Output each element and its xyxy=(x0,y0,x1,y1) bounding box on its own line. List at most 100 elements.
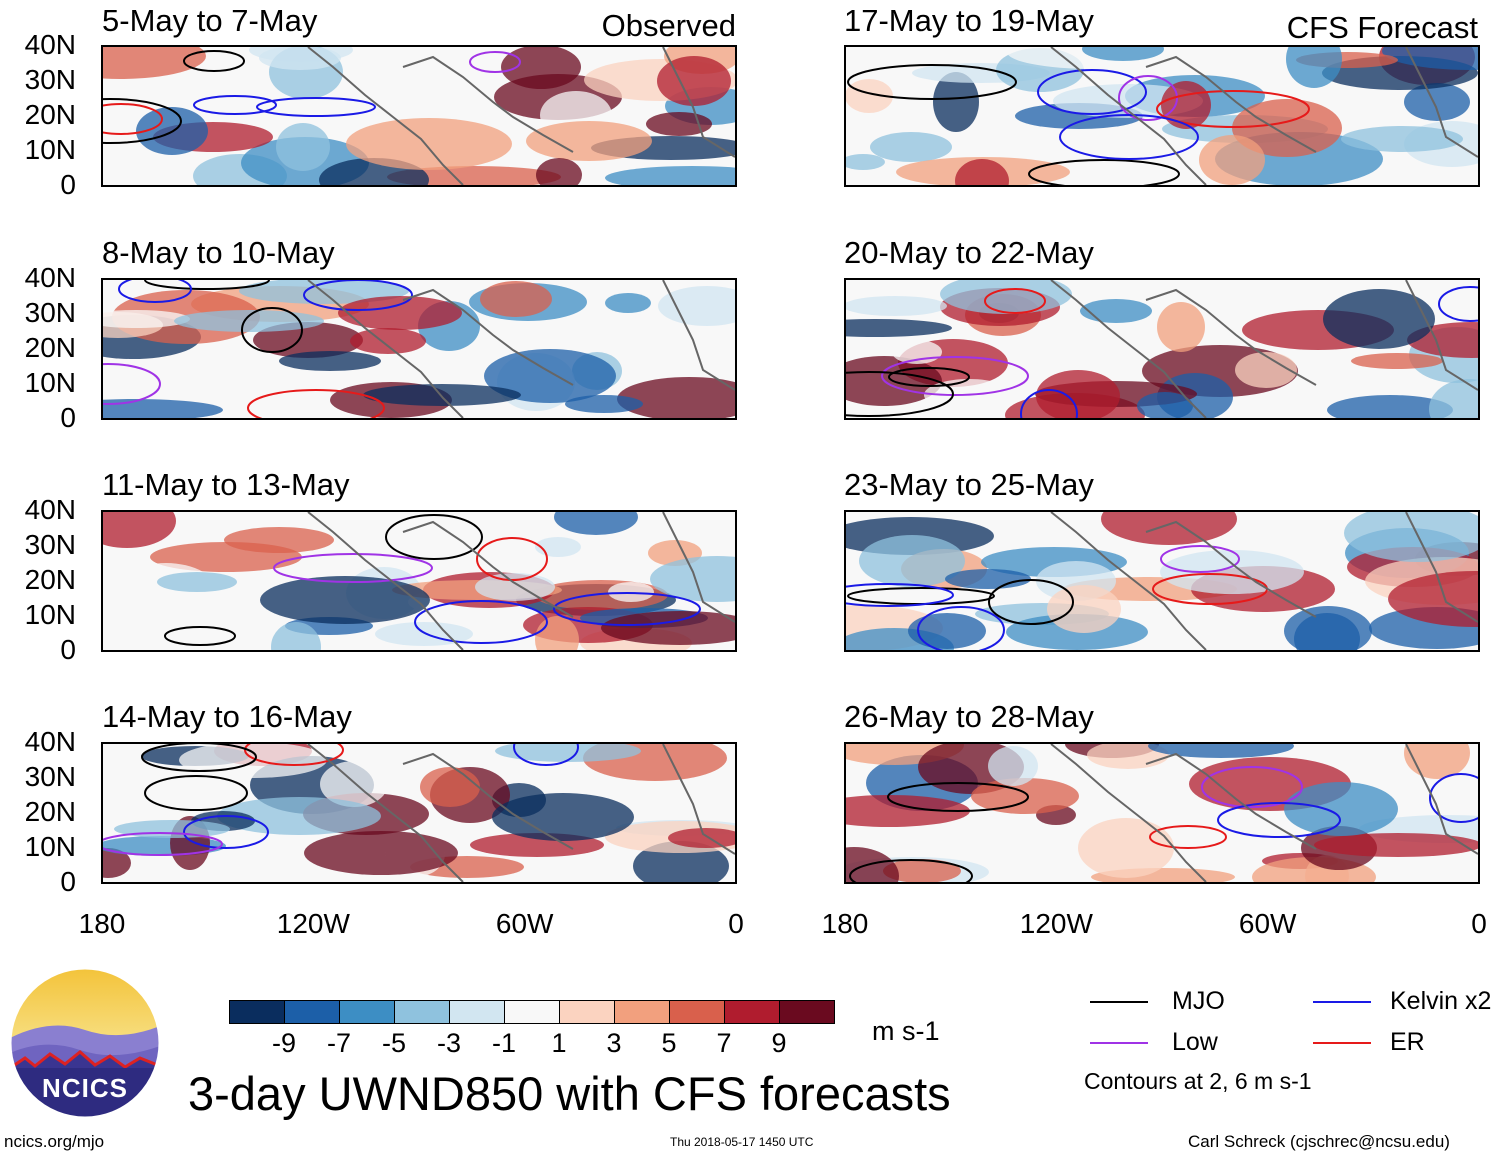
anomaly-blob xyxy=(1388,571,1478,627)
longitude-label: 180 xyxy=(821,908,869,939)
colorbar-swatch xyxy=(339,1000,395,1024)
panel-title: 26-May to 28-May xyxy=(844,699,1094,734)
anomaly-blob xyxy=(484,349,616,403)
anomaly-field xyxy=(103,47,735,185)
legend-label-low: Low xyxy=(1172,1028,1218,1056)
contour-line xyxy=(849,859,973,882)
footer-author: Carl Schreck (cjschrec@ncsu.edu) xyxy=(1188,1132,1450,1151)
contour-line xyxy=(1201,766,1303,808)
anomaly-blob xyxy=(1323,289,1435,349)
contour-line xyxy=(385,514,483,560)
contour-line xyxy=(1160,545,1240,573)
anomaly-blob xyxy=(103,512,176,548)
anomaly-field xyxy=(846,280,1478,418)
anomaly-blob xyxy=(103,47,206,79)
map-panel xyxy=(844,45,1480,187)
colorbar-tick-label: 7 xyxy=(716,1028,732,1058)
panel-title: 17-May to 19-May xyxy=(844,3,1094,38)
anomaly-blob xyxy=(1080,299,1152,323)
anomaly-blob xyxy=(495,744,641,762)
map-panel xyxy=(101,278,737,420)
anomaly-blob xyxy=(601,611,735,645)
anomaly-blob xyxy=(1294,613,1360,650)
coastline xyxy=(307,744,735,882)
latitude-label: 0 xyxy=(60,634,76,665)
anomaly-blob xyxy=(501,47,581,89)
anomaly-blob xyxy=(114,563,218,623)
colorbar-swatch xyxy=(559,1000,615,1024)
colorbar-tick-label: -9 xyxy=(271,1028,297,1058)
colorbar-tick-label: -1 xyxy=(491,1028,517,1058)
map-panel xyxy=(844,742,1480,884)
longitude-label: 0 xyxy=(1471,908,1487,939)
contour-line xyxy=(887,782,1029,812)
anomaly-blob xyxy=(375,76,493,94)
latitude-label: 40N xyxy=(24,262,76,293)
anomaly-blob xyxy=(346,118,512,170)
longitude-label: 180 xyxy=(78,908,126,939)
anomaly-blob xyxy=(260,576,430,624)
anomaly-field xyxy=(846,47,1478,185)
contour-line xyxy=(303,280,413,311)
anomaly-blob xyxy=(933,72,979,132)
contour-line xyxy=(1028,159,1180,185)
panel-title: 14-May to 16-May xyxy=(102,699,352,734)
coastline xyxy=(307,47,735,185)
anomaly-blob xyxy=(480,281,552,317)
legend-label-mjo: MJO xyxy=(1172,987,1225,1015)
contour-line xyxy=(141,744,257,772)
contour-line xyxy=(1156,90,1310,128)
latitude-label: 10N xyxy=(24,367,76,398)
colorbar-swatch xyxy=(779,1000,835,1024)
colorbar-tick-label: 1 xyxy=(551,1028,567,1058)
anomaly-blob xyxy=(526,121,652,161)
anomaly-blob xyxy=(1161,81,1211,129)
anomaly-blob xyxy=(554,512,638,535)
anomaly-blob xyxy=(338,296,462,330)
panel-label-observed: Observed xyxy=(601,8,736,43)
anomaly-blob xyxy=(224,527,334,553)
anomaly-blob xyxy=(846,154,885,170)
latitude-label: 0 xyxy=(60,169,76,200)
contour-line xyxy=(256,97,376,117)
latitude-label: 0 xyxy=(60,402,76,433)
panel-title: 20-May to 22-May xyxy=(844,235,1094,270)
coastline xyxy=(307,280,735,418)
anomaly-blob xyxy=(1327,395,1453,418)
anomaly-blob xyxy=(658,286,735,326)
longitude-label: 60W xyxy=(495,908,554,939)
legend-line-kelvin xyxy=(1313,1001,1371,1003)
legend-label-kelvin: Kelvin x2 xyxy=(1390,987,1492,1015)
anomaly-blob xyxy=(475,573,555,601)
contour-line xyxy=(103,832,223,856)
contour-line xyxy=(469,51,521,73)
footer-url[interactable]: ncics.org/mjo xyxy=(4,1132,105,1151)
contour-line xyxy=(1429,773,1478,823)
contour-line xyxy=(847,64,1017,100)
logo-text: NCICS xyxy=(42,1073,128,1103)
coastline xyxy=(1050,47,1478,185)
map-panel xyxy=(844,510,1480,652)
coastline xyxy=(1050,512,1478,650)
anomaly-field xyxy=(846,744,1478,882)
logo-icon xyxy=(10,968,160,1118)
anomaly-blob xyxy=(1148,744,1294,758)
longitude-label: 0 xyxy=(728,908,744,939)
longitude-label: 60W xyxy=(1238,908,1297,939)
legend-line-mjo xyxy=(1090,1001,1148,1003)
latitude-label: 20N xyxy=(24,332,76,363)
anomaly-blob xyxy=(1351,353,1443,369)
anomaly-blob xyxy=(1199,135,1265,185)
anomaly-blob xyxy=(492,793,634,841)
contour-line xyxy=(247,389,385,418)
anomaly-blob xyxy=(846,296,947,316)
panel-title: 5-May to 7-May xyxy=(102,3,318,38)
anomaly-blob xyxy=(646,112,712,136)
contour-line xyxy=(103,363,161,405)
colorbar-swatch xyxy=(449,1000,505,1024)
anomaly-blob xyxy=(217,797,381,835)
anomaly-blob xyxy=(617,377,735,418)
contour-line xyxy=(984,288,1046,314)
anomaly-blob xyxy=(859,535,965,587)
anomaly-blob xyxy=(988,746,1038,786)
